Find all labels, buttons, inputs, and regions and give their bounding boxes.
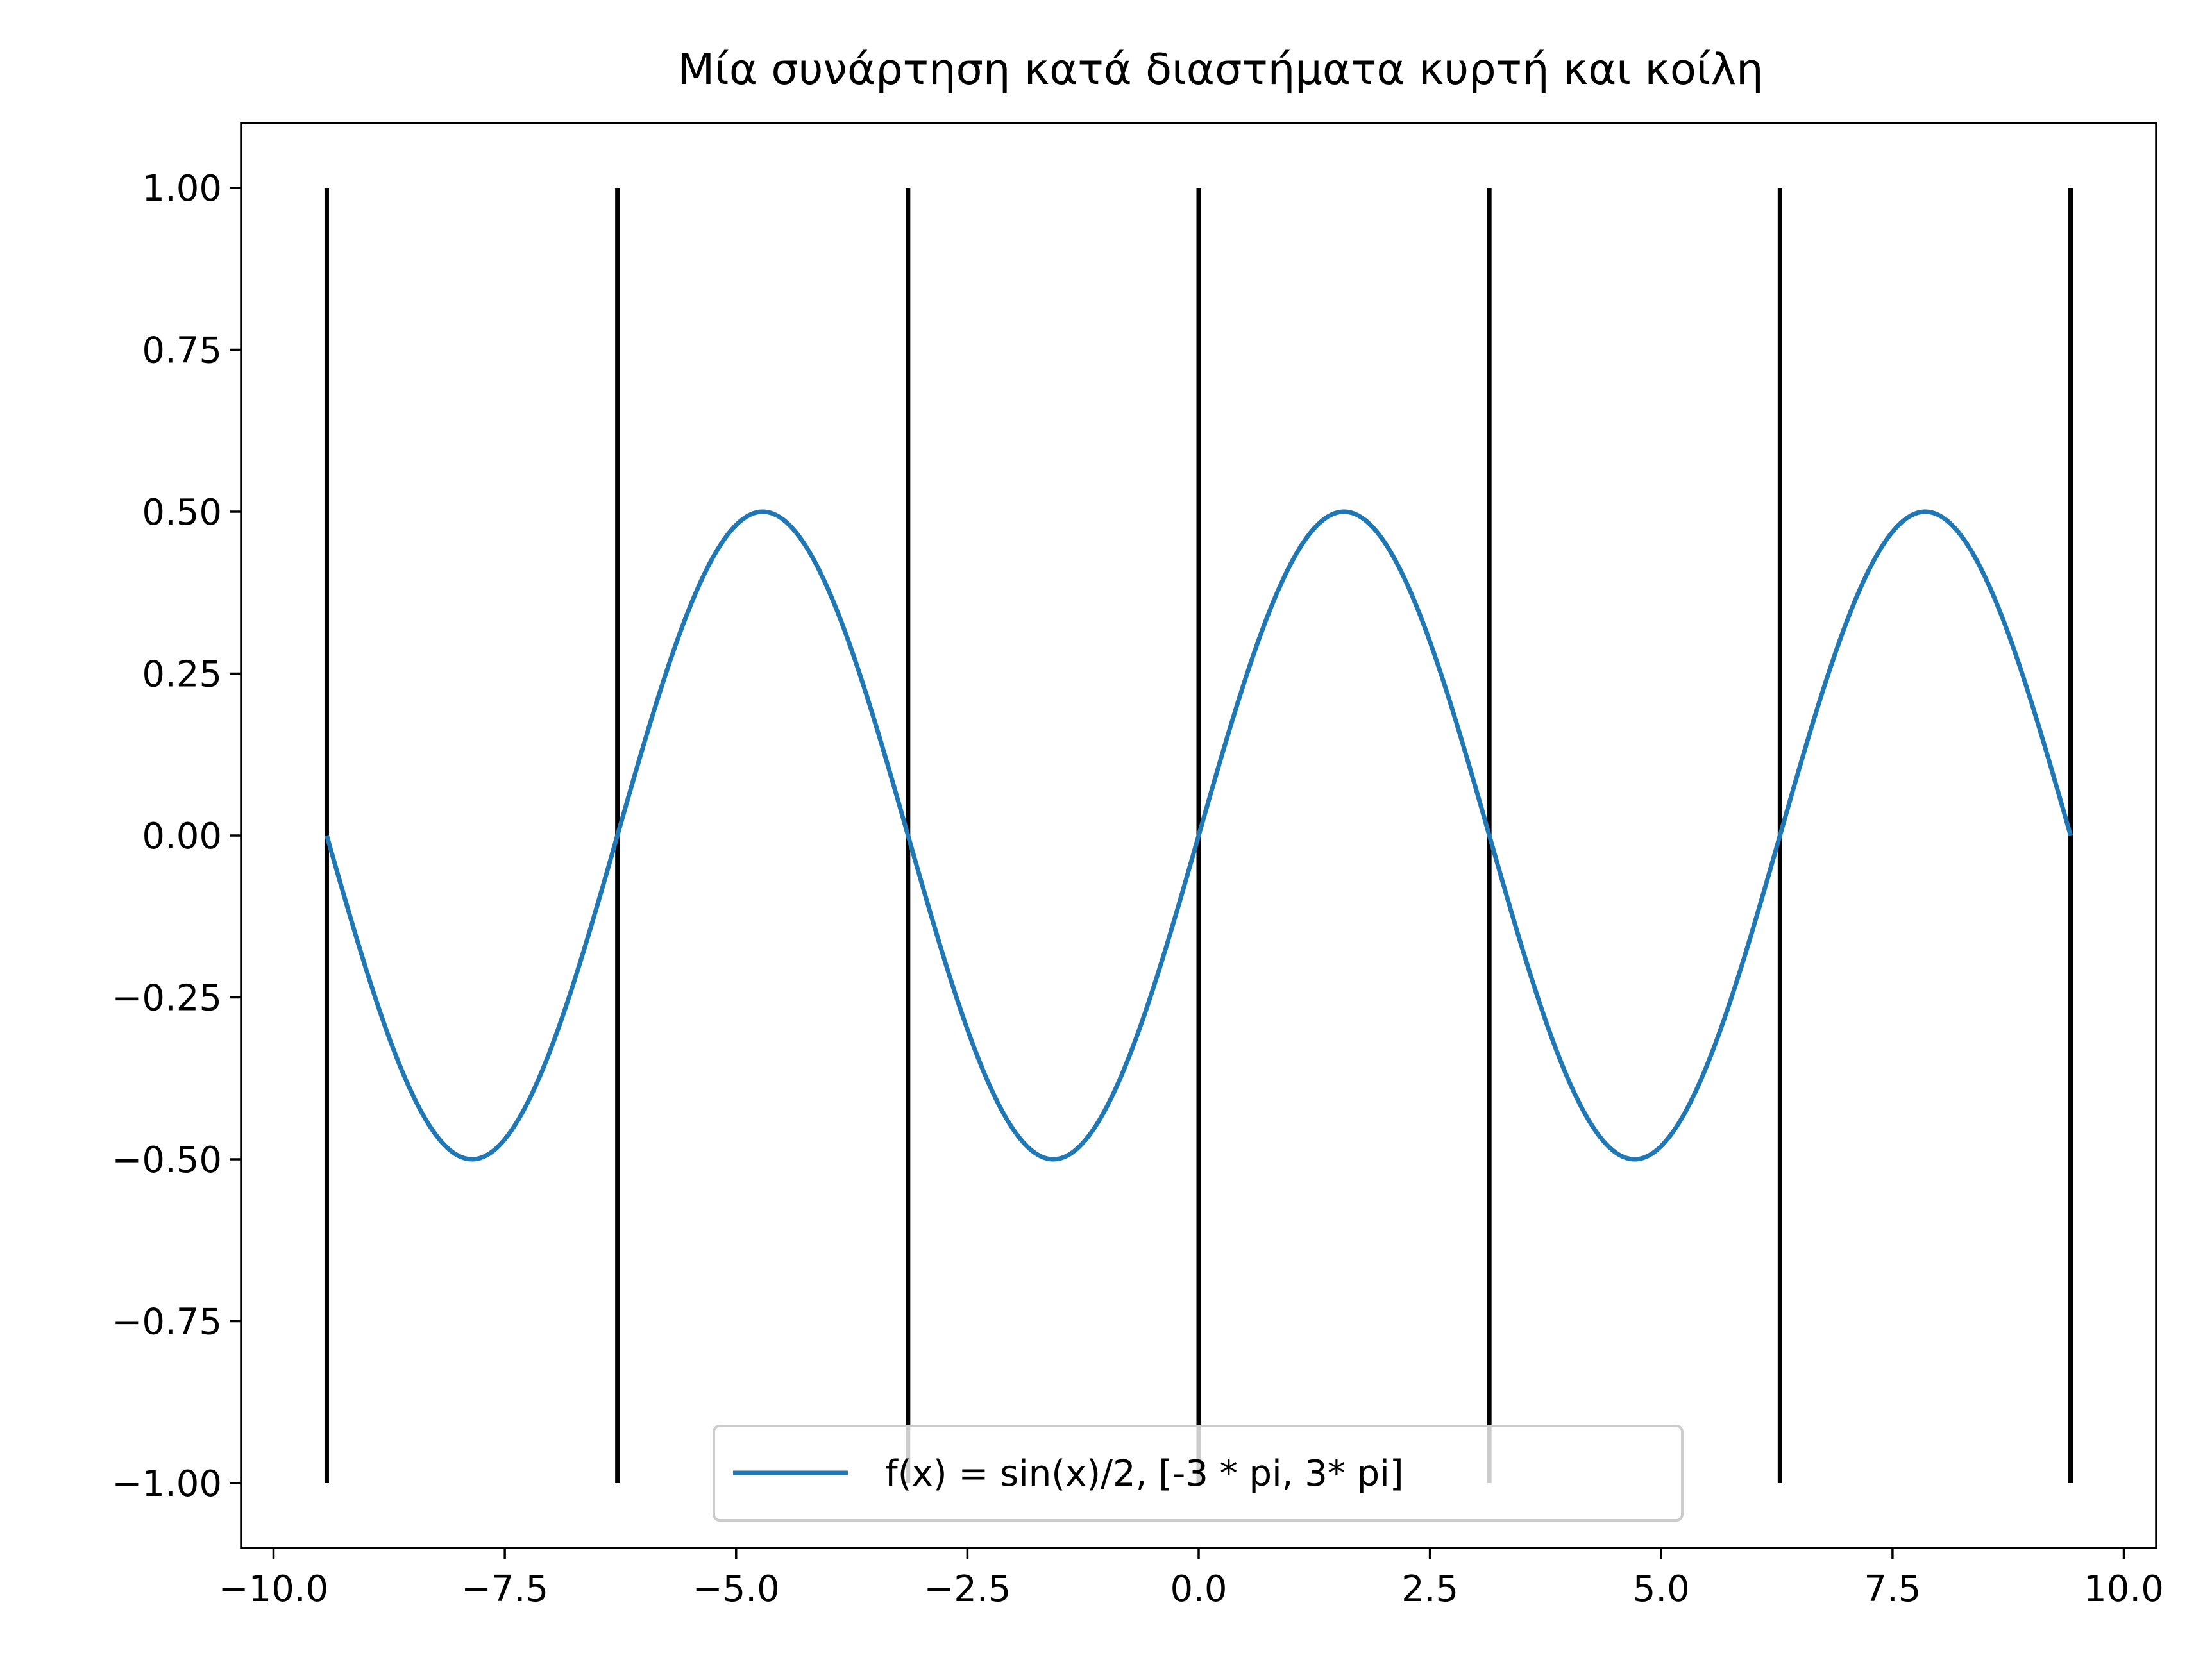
x-tick-label: −10.0 xyxy=(219,1568,329,1610)
y-tick-label: 0.75 xyxy=(142,330,222,372)
plot-area xyxy=(240,122,2157,1549)
y-tick-label: 0.50 xyxy=(142,492,222,533)
x-tick-label: 0.0 xyxy=(1170,1568,1227,1610)
y-tick-label: −1.00 xyxy=(112,1463,222,1505)
y-tick-label: −0.75 xyxy=(112,1302,222,1343)
legend: f(x) = sin(x)/2, [-3 * pi, 3* pi] xyxy=(713,1425,1684,1522)
legend-label-series: f(x) = sin(x)/2, [-3 * pi, 3* pi] xyxy=(885,1453,1404,1495)
legend-box xyxy=(713,1425,1684,1522)
x-tick-label: 10.0 xyxy=(2084,1568,2164,1610)
x-axis: −10.0 −7.5 −5.0 −2.5 0.0 2.5 5.0 7.5 10.0 xyxy=(219,1548,2164,1610)
x-tick-label: 5.0 xyxy=(1633,1568,1690,1610)
x-tick-label: −5.0 xyxy=(693,1568,780,1610)
chart-title: Μία συνάρτηση κατά διαστήματα κυρτή και … xyxy=(677,44,1763,94)
x-tick-label: 2.5 xyxy=(1401,1568,1458,1610)
y-tick-label: −0.25 xyxy=(112,978,222,1020)
y-axis: −1.00 −0.75 −0.50 −0.25 0.00 0.25 0.50 0.75 1.00 xyxy=(112,168,241,1505)
y-tick-label: 0.00 xyxy=(142,816,222,857)
x-tick-label: 7.5 xyxy=(1864,1568,1921,1610)
x-tick-label: −7.5 xyxy=(461,1568,548,1610)
series-line-1 xyxy=(325,509,2073,1162)
y-tick-label: 0.25 xyxy=(142,654,222,696)
x-tick-label: −2.5 xyxy=(924,1568,1011,1610)
y-tick-label: −0.50 xyxy=(112,1139,222,1181)
y-tick-label: 1.00 xyxy=(142,168,222,210)
